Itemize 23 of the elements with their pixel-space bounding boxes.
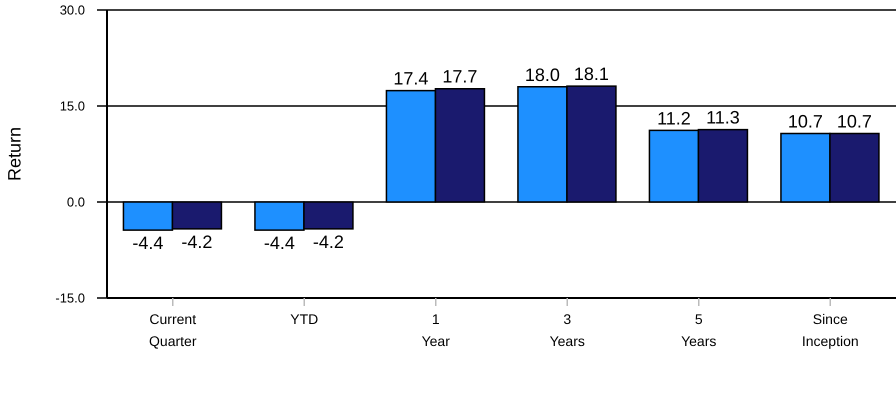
data-label: 18.1 xyxy=(574,64,609,84)
x-tick-label: Current Quarter xyxy=(149,311,197,349)
x-tick-label: 3 Years xyxy=(550,311,585,349)
data-label: -4.2 xyxy=(181,232,212,252)
x-tick-label: 5 Years xyxy=(681,311,716,349)
y-axis-title: Return xyxy=(4,126,24,182)
y-tick-label: 15.0 xyxy=(60,98,85,114)
x-tick-label: YTD xyxy=(290,311,318,327)
y-tick-label: -15.0 xyxy=(55,290,85,306)
data-label: 10.7 xyxy=(788,112,823,132)
data-label: 11.2 xyxy=(657,108,691,128)
data-label: -4.4 xyxy=(264,233,295,254)
data-label: -4.4 xyxy=(132,233,164,254)
data-label: 11.3 xyxy=(706,108,740,128)
data-label: 18.0 xyxy=(524,64,560,85)
x-tick-label: 1 Year xyxy=(422,311,450,349)
x-tick-label: Since Inception xyxy=(802,311,859,349)
data-label: -4.2 xyxy=(312,232,344,252)
data-label: 10.7 xyxy=(836,112,872,132)
y-tick-label: 30.0 xyxy=(60,2,85,18)
data-label: 17.4 xyxy=(393,68,428,89)
data-label: 17.7 xyxy=(442,66,478,87)
y-tick-label: 0.0 xyxy=(66,194,85,210)
